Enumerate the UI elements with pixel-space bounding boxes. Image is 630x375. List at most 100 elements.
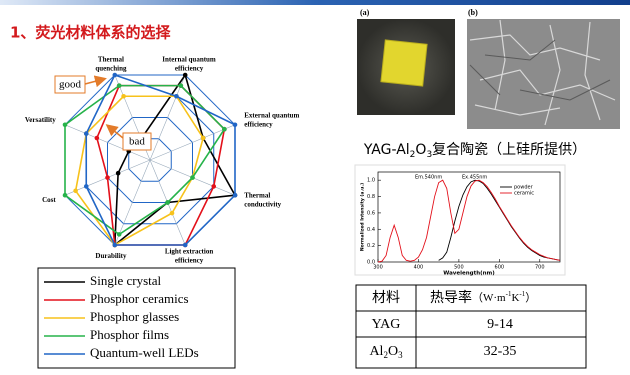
cell-text: YAG [372,317,401,332]
vertex-dot [116,232,122,237]
radar-chart: Thermal quenching Internal quantum efficien… [25,55,300,264]
image-label: (b) [468,8,478,17]
unit: ） [525,291,536,304]
annotation: Em.540nm [415,175,442,181]
series-outline [74,95,204,247]
x-tick-label: 400 [414,265,424,271]
axis-label: External quantum efficiency [244,111,299,128]
y-tick-label: 0.8 [367,194,375,200]
legend-label: Single crystal [90,273,162,288]
legend-label: ceramic [514,191,534,197]
y-axis-label: Normalized Intensity (a.u.) [360,183,366,251]
axis-label: Thermal conductivity [244,191,281,208]
good-box [54,75,86,94]
vertex-dot [190,175,195,180]
vertex-dot [121,93,126,99]
vertex-dot [222,126,227,132]
spoke [149,74,186,161]
vertex-dot [165,200,170,205]
vertex-dot [182,72,188,78]
vertex-dot [105,175,110,180]
chart-frame [354,164,566,276]
y-tick-label: 0.6 [367,210,375,216]
vertex-dot [83,131,89,136]
legend-label: Phosphor films [90,327,169,342]
spoke [114,159,151,246]
vertex-dot [62,192,68,198]
vertex-dot [178,83,184,88]
vertex-dot [211,184,217,189]
image-label: (a) [360,8,370,17]
x-tick-label: 700 [535,265,545,271]
axis-label: Durability [95,252,127,260]
table-cell: Al2O3 [369,344,403,360]
vertex-dot [94,135,100,141]
table-header: 材料 [372,290,400,306]
caption-part: YAG-Al [363,142,410,158]
axis-label: Versatility [25,116,56,124]
table [355,284,587,369]
y-tick-label: 0.2 [367,243,375,249]
bad-label: bad [129,136,145,148]
superscript: -1 [519,290,525,298]
vertex-dot [174,93,179,99]
spoke [64,124,151,161]
yag-sample [380,39,428,87]
vertex-dot [232,122,238,128]
subscript: 3 [398,350,403,360]
table-cell: 32-35 [484,344,517,359]
vertex-dot [62,122,68,128]
superscript: -1 [506,290,512,298]
arrow [84,75,107,88]
table-cell: 9-14 [487,317,513,332]
x-tick-label: 500 [454,265,464,271]
vertex-dot [115,170,121,176]
x-tick-label: 300 [373,265,383,271]
unit: （W·m [472,291,506,304]
vertex-dot [232,192,238,198]
vertex-dot [73,188,78,194]
caption-part: O [415,142,426,158]
subscript: 2 [410,150,416,160]
axis-label: Thermal quenching [95,55,127,72]
spectrum-chart: 300 400 500 600 700 0.0 0.2 0.4 0.6 0.8 1.0 Wavelen… [354,164,566,277]
legend-label: Phosphor ceramics [90,291,189,306]
table-cell: YAG [372,317,401,332]
vertex-dot [112,242,118,248]
legend-label: Phosphor glasses [90,309,179,324]
subscript: 3 [426,150,432,160]
vertex-dot [169,210,175,216]
axis-label: Light extraction efficiency [165,247,214,264]
x-axis-label: Wavelength(nm) [443,271,495,277]
legend: Single crystal Phosphor ceramics Phosphor … [44,273,199,360]
unit: K [511,292,519,304]
header-text: 热导率 [430,289,472,306]
x-tick-label: 600 [495,265,505,271]
arrow [105,124,124,139]
vertex-dot [112,72,118,78]
legend-label: powder [514,185,534,191]
vertex-dot [83,184,89,189]
caption-part: 复合陶瓷（上硅所提供） [432,141,586,158]
plot-area [377,171,561,263]
bad-box [122,132,152,151]
vertex-dot [182,242,188,248]
axis-label: Internal quantum efficiency [162,55,216,72]
table-header: 热导率（W·m-1K-1） [430,289,536,306]
top-bar [0,0,630,5]
caption: YAG-Al2O3复合陶瓷（上硅所提供） [363,141,586,160]
photo-b [467,19,620,129]
legend-label: Quantum-well LEDs [90,345,199,360]
y-tick-label: 1.0 [367,178,375,184]
subscript: 2 [383,350,388,360]
axis-label: Cost [42,195,56,203]
vertex-dot [116,83,122,88]
series-line [377,179,561,263]
good-label: good [59,79,82,91]
y-tick-label: 0.4 [367,227,375,233]
slide-title: 1、荧光材料体系的选择 [10,24,171,42]
annotation: Ex.455nm [462,175,487,181]
cell-text: Al [369,344,383,359]
